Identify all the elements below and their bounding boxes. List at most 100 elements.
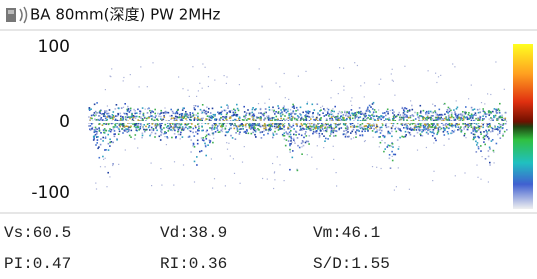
speckle <box>208 108 210 110</box>
speckle <box>301 146 302 147</box>
speckle <box>154 109 156 111</box>
speckle <box>120 118 122 120</box>
speckle <box>115 115 117 117</box>
speckle <box>147 108 149 110</box>
speckle <box>205 67 206 68</box>
speckle <box>108 113 110 115</box>
speckle <box>226 112 228 114</box>
speckle <box>398 148 400 150</box>
speckle <box>331 118 333 120</box>
speckle <box>474 108 476 110</box>
speckle <box>486 131 488 133</box>
speckle <box>284 132 286 134</box>
speckle <box>121 107 123 109</box>
speckle <box>306 124 308 126</box>
speckle <box>311 127 312 128</box>
speckle <box>274 113 276 115</box>
speckle <box>486 125 488 127</box>
speckle <box>196 164 198 166</box>
speckle <box>278 108 280 110</box>
speckle <box>272 107 274 109</box>
speckle <box>180 132 182 134</box>
speckle <box>174 161 175 162</box>
speckle <box>378 109 379 110</box>
speckle <box>119 131 121 133</box>
speckle <box>244 131 246 133</box>
speckle <box>267 125 269 127</box>
speckle <box>465 126 467 128</box>
speckle <box>420 126 422 128</box>
speckle <box>170 109 172 111</box>
measurement: Vd:38.9 <box>160 224 227 242</box>
speckle <box>309 111 311 113</box>
speckle <box>288 99 289 100</box>
speckle <box>226 142 227 143</box>
speckle <box>330 131 332 133</box>
speckle <box>88 116 90 118</box>
speckle <box>272 109 273 110</box>
speckle <box>234 128 236 130</box>
speckle <box>136 129 137 130</box>
speckle <box>158 125 160 127</box>
speckle <box>431 127 433 129</box>
speckle <box>124 129 126 131</box>
speckle <box>354 112 356 114</box>
speckle <box>122 132 124 134</box>
speckle <box>216 127 218 129</box>
speckle <box>505 118 507 120</box>
speckle <box>415 124 417 126</box>
speckle <box>237 129 239 131</box>
speckle <box>106 113 108 115</box>
speckle <box>410 117 412 119</box>
speckle <box>96 115 97 116</box>
speckle <box>358 117 360 119</box>
speckle <box>416 127 418 129</box>
speckle <box>468 112 470 114</box>
speckle <box>245 126 247 128</box>
speckle <box>130 74 131 75</box>
speckle <box>94 104 96 106</box>
speckle <box>109 145 111 147</box>
speckle <box>382 124 384 126</box>
speckle <box>154 117 156 119</box>
speckle <box>501 119 503 121</box>
speckle <box>103 132 105 134</box>
speckle <box>250 124 252 126</box>
measurement: Vm:46.1 <box>313 224 380 242</box>
speckle <box>481 102 482 103</box>
speckle <box>492 139 494 141</box>
scale-label: -100 <box>31 183 70 203</box>
speckle <box>143 126 144 127</box>
speckle <box>329 113 331 115</box>
speckle <box>275 128 276 129</box>
speckle <box>330 111 332 113</box>
speckle <box>294 118 296 120</box>
speckle <box>476 123 478 125</box>
speckle <box>436 127 438 129</box>
speckle <box>417 112 419 114</box>
speckle <box>183 164 184 165</box>
speckle <box>226 83 227 84</box>
speckle <box>195 114 197 116</box>
speckle <box>99 123 101 125</box>
speckle <box>273 117 275 119</box>
speckle <box>406 108 408 110</box>
speckle <box>122 128 124 130</box>
speckle <box>311 129 312 130</box>
speckle <box>240 125 242 127</box>
speckle <box>506 129 508 131</box>
speckle <box>426 147 427 148</box>
speckle <box>444 128 446 130</box>
speckle <box>327 111 329 113</box>
speckle <box>468 125 470 127</box>
speckle <box>277 119 279 121</box>
speckle <box>193 107 195 109</box>
speckle <box>299 113 301 115</box>
speckle <box>273 134 275 136</box>
speckle <box>151 163 152 164</box>
speckle <box>444 114 446 116</box>
speckle <box>428 125 430 127</box>
speckle <box>194 181 195 182</box>
speckle <box>447 131 449 133</box>
speckle <box>221 114 223 116</box>
